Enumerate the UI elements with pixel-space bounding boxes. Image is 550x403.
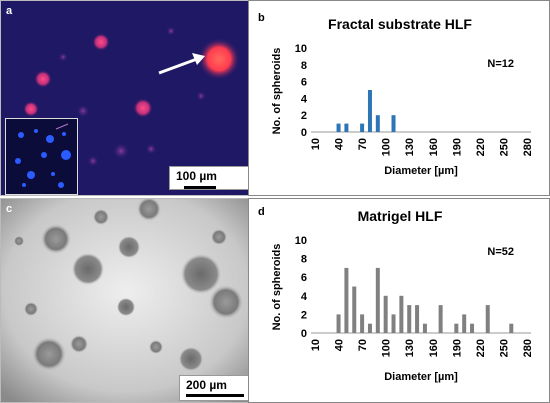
x-tick-label: 280 [522, 339, 534, 357]
chart-title: Fractal substrate HLF [328, 16, 472, 32]
chart-title: Matrigel HLF [358, 208, 443, 224]
y-tick-label: 8 [301, 254, 307, 266]
chart-matrigel: Matrigel HLF N=52 No. of spheroids Diameter… [271, 208, 534, 383]
x-tick-label: 220 [475, 339, 487, 357]
histogram-bar [391, 115, 396, 132]
x-tick-label: 10 [310, 339, 322, 351]
histogram-bar [336, 123, 341, 132]
x-axis-label: Diameter [µm] [384, 165, 458, 177]
x-tick-label: 280 [522, 138, 534, 156]
scale-bar [184, 186, 216, 189]
histogram-bar [509, 323, 514, 333]
fluorescence-image-panel: a 100 µm [0, 0, 250, 196]
scale-bar [186, 394, 244, 397]
x-tick-label: 160 [428, 339, 440, 357]
panel-label-a: a [6, 5, 13, 17]
x-tick-label: 130 [404, 138, 416, 156]
inset-image [5, 118, 78, 195]
histogram-bar [344, 123, 349, 132]
chart-fractal: Fractal substrate HLF N=12 No. of spheroid… [271, 16, 534, 177]
histogram-bar [367, 90, 372, 132]
x-tick-label: 190 [451, 138, 463, 156]
histogram-panel-matrigel: d Matrigel HLF N=52 No. of spheroids Diamet… [248, 198, 550, 403]
histogram-bar [415, 305, 420, 333]
y-axis-label: No. of spheroids [271, 244, 283, 331]
x-tick-label: 100 [381, 339, 393, 357]
y-tick-label: 6 [301, 272, 307, 284]
histogram-bar [399, 295, 404, 333]
y-axis-label: No. of spheroids [271, 48, 283, 135]
scale-bar-label: 200 µm [186, 378, 227, 392]
inset-blue-nuclei [15, 123, 71, 188]
histogram-bar [375, 267, 380, 333]
x-tick-label: 70 [357, 138, 369, 150]
histogram-bar [344, 267, 349, 333]
x-tick-label: 190 [451, 339, 463, 357]
histogram-panel-fractal: b Fractal substrate HLF N=12 No. of sphero… [248, 0, 550, 196]
histogram-bar [485, 305, 490, 333]
y-tick-label: 0 [301, 328, 307, 340]
panel-label-d: d [258, 206, 265, 218]
histogram-bar [407, 305, 412, 333]
x-tick-label: 250 [498, 138, 510, 156]
histogram-bar [383, 295, 388, 333]
histogram-bar [422, 323, 427, 333]
y-tick-label: 0 [301, 127, 307, 139]
x-tick-label: 40 [334, 138, 346, 150]
brightfield-image-panel: c 200 µm [0, 198, 250, 403]
x-tick-label: 40 [334, 339, 346, 351]
histogram-bar [360, 123, 365, 132]
x-axis-label: Diameter [µm] [384, 371, 458, 383]
y-tick-label: 10 [295, 43, 307, 55]
sample-size-annotation: N=12 [487, 58, 514, 70]
histogram-bar [336, 314, 341, 333]
panel-label-b: b [258, 12, 265, 24]
scale-bar-label: 100 µm [176, 169, 217, 183]
x-tick-label: 130 [404, 339, 416, 357]
brightfield-micrograph [1, 199, 249, 402]
x-tick-label: 220 [475, 138, 487, 156]
x-tick-label: 250 [498, 339, 510, 357]
y-tick-label: 10 [295, 235, 307, 247]
histogram-bar [454, 323, 459, 333]
x-tick-label: 70 [357, 339, 369, 351]
y-tick-label: 4 [301, 291, 308, 303]
histogram-bar [391, 314, 396, 333]
histogram-bar [438, 305, 443, 333]
histogram-bar [367, 323, 372, 333]
histogram-bar [375, 115, 380, 132]
y-tick-label: 8 [301, 60, 307, 72]
sample-size-annotation: N=52 [487, 246, 514, 258]
scale-bar-box-a: 100 µm [169, 166, 249, 190]
x-tick-label: 160 [428, 138, 440, 156]
x-tick-label: 100 [381, 138, 393, 156]
histogram-bar [352, 286, 357, 333]
x-tick-label: 10 [310, 138, 322, 150]
panel-label-c: c [6, 203, 13, 215]
histogram-bar [462, 314, 467, 333]
histogram-bar [360, 314, 365, 333]
histogram-bar [470, 323, 475, 333]
y-tick-label: 2 [301, 110, 307, 122]
scale-bar-box-c: 200 µm [179, 375, 249, 401]
y-tick-label: 2 [301, 309, 307, 321]
y-tick-label: 6 [301, 77, 307, 89]
y-tick-label: 4 [301, 93, 308, 105]
